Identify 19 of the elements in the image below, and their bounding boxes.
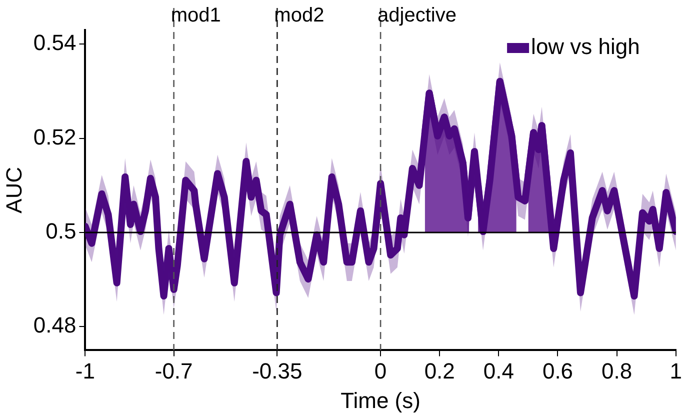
x-tick-label: 0.6 bbox=[542, 358, 574, 384]
y-tick-label: 0.54 bbox=[33, 30, 76, 56]
y-tick-label: 0.52 bbox=[33, 124, 76, 150]
ref-line-label: mod1 bbox=[170, 4, 221, 27]
x-tick-label: 0.2 bbox=[424, 358, 455, 384]
y-axis-title: AUC bbox=[1, 166, 26, 214]
x-tick-label: -0.35 bbox=[252, 358, 302, 384]
legend-label: low vs high bbox=[531, 34, 640, 60]
ref-line-label: mod2 bbox=[274, 4, 324, 27]
x-tick-label: -0.7 bbox=[154, 358, 193, 384]
x-tick-label: 0.8 bbox=[602, 358, 632, 384]
x-tick-label: -1 bbox=[75, 358, 95, 384]
y-tick-label: 0.48 bbox=[33, 312, 76, 338]
x-tick-label: 1 bbox=[670, 358, 682, 384]
y-tick-label: 0.5 bbox=[46, 218, 76, 244]
x-axis-title: Time (s) bbox=[340, 388, 420, 413]
x-tick-label: 0.4 bbox=[483, 358, 514, 384]
ref-line-label: adjective bbox=[378, 4, 456, 27]
x-tick-label: 0 bbox=[374, 358, 387, 384]
